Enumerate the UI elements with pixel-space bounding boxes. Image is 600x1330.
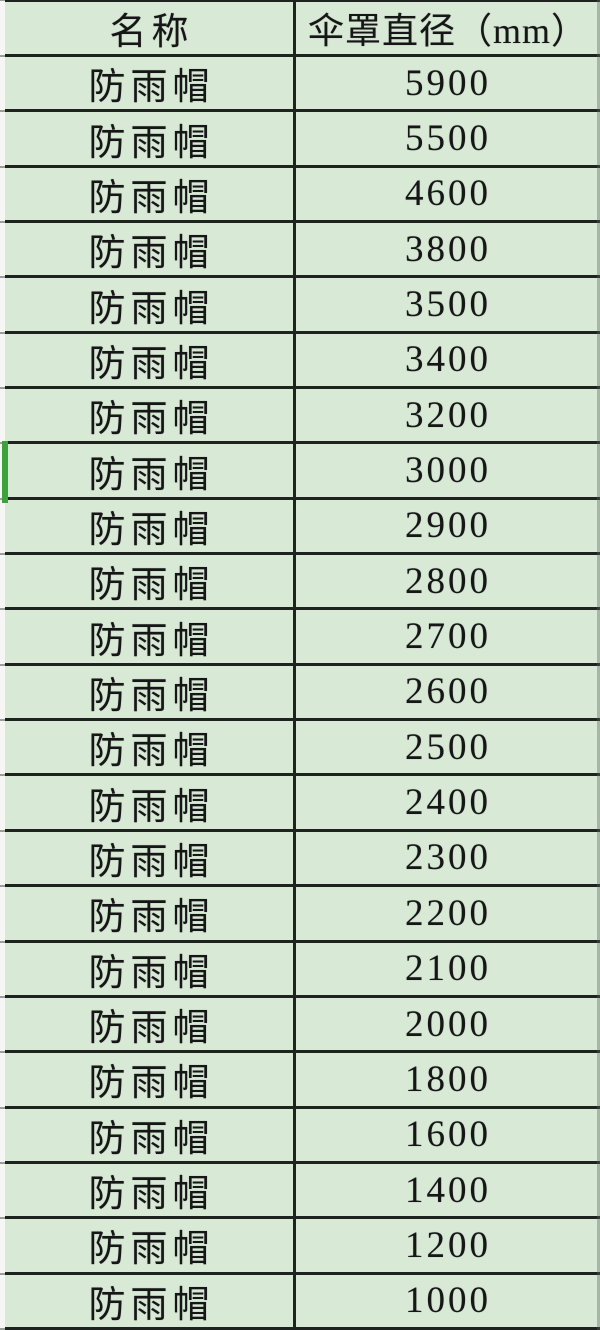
adjacent-column-sliver (0, 278, 5, 334)
cell-name[interactable]: 防雨帽 (5, 721, 296, 777)
cell-name[interactable]: 防雨帽 (5, 389, 296, 445)
cell-name[interactable]: 防雨帽 (5, 776, 296, 832)
table-row: 防雨帽 2700 (0, 610, 600, 666)
cell-name[interactable]: 防雨帽 (5, 223, 296, 279)
table-row: 防雨帽 1800 (0, 1053, 600, 1109)
table-row: 防雨帽 3400 (0, 333, 600, 390)
adjacent-column-sliver (0, 665, 5, 722)
cell-name[interactable]: 防雨帽 (5, 444, 296, 500)
adjacent-column-sliver (0, 1274, 5, 1330)
cell-value[interactable]: 5900 (296, 57, 600, 113)
adjacent-column-sliver (0, 57, 5, 113)
adjacent-column-sliver (0, 1163, 5, 1220)
table-row: 防雨帽 3800 (0, 223, 600, 279)
cell-value[interactable]: 2500 (296, 721, 600, 777)
table-row: 防雨帽 1400 (0, 1163, 600, 1220)
cell-name[interactable]: 防雨帽 (5, 665, 296, 722)
cell-name[interactable]: 防雨帽 (5, 1163, 296, 1220)
cell-name[interactable]: 防雨帽 (5, 499, 296, 556)
adjacent-column-sliver (0, 555, 5, 611)
active-cell-selection-border (2, 441, 8, 503)
cell-name[interactable]: 防雨帽 (5, 831, 296, 888)
adjacent-column-sliver (0, 610, 5, 666)
adjacent-column-sliver (0, 997, 5, 1054)
cell-value[interactable]: 2700 (296, 610, 600, 666)
cell-name[interactable]: 防雨帽 (5, 57, 296, 113)
adjacent-column-sliver (0, 1053, 5, 1109)
cell-value[interactable]: 3200 (296, 389, 600, 445)
cell-value[interactable]: 5500 (296, 112, 600, 168)
right-column-gridline (597, 0, 600, 1330)
table-row: 防雨帽 1000 (0, 1274, 600, 1330)
table-row: 防雨帽 3500 (0, 278, 600, 334)
cell-name[interactable]: 防雨帽 (5, 1108, 296, 1164)
table-row: 防雨帽 2400 (0, 776, 600, 832)
cell-name[interactable]: 防雨帽 (5, 278, 296, 334)
cell-name[interactable]: 防雨帽 (5, 112, 296, 168)
cell-name[interactable]: 防雨帽 (5, 1274, 296, 1330)
cell-name[interactable]: 防雨帽 (5, 1053, 296, 1109)
cell-value[interactable]: 1200 (296, 1219, 600, 1275)
adjacent-column-sliver (0, 499, 5, 556)
cell-name[interactable]: 防雨帽 (5, 942, 296, 998)
cell-value[interactable]: 3000 (296, 444, 600, 500)
adjacent-column-sliver (0, 0, 5, 57)
table-row: 防雨帽 2900 (0, 499, 600, 556)
cell-name[interactable]: 防雨帽 (5, 1219, 296, 1275)
cell-value[interactable]: 3800 (296, 223, 600, 279)
adjacent-column-sliver (0, 1219, 5, 1275)
cell-value[interactable]: 3500 (296, 278, 600, 334)
cell-value[interactable]: 2400 (296, 776, 600, 832)
table-row: 防雨帽 4600 (0, 167, 600, 224)
table-row: 防雨帽 3200 (0, 389, 600, 445)
adjacent-column-sliver (0, 223, 5, 279)
cell-value[interactable]: 2200 (296, 887, 600, 943)
cell-name[interactable]: 防雨帽 (5, 167, 296, 224)
cell-value[interactable]: 1600 (296, 1108, 600, 1164)
adjacent-column-sliver (0, 776, 5, 832)
adjacent-column-sliver (0, 333, 5, 390)
cell-name[interactable]: 防雨帽 (5, 610, 296, 666)
header-cell-diameter[interactable]: 伞罩直径（mm） (296, 0, 600, 57)
adjacent-column-sliver (0, 112, 5, 168)
adjacent-column-sliver (0, 831, 5, 888)
cell-name[interactable]: 防雨帽 (5, 997, 296, 1054)
header-cell-name[interactable]: 名称 (5, 0, 296, 57)
cell-value[interactable]: 4600 (296, 167, 600, 224)
table-row: 防雨帽 2800 (0, 555, 600, 611)
cell-value[interactable]: 3400 (296, 333, 600, 390)
cell-value[interactable]: 2900 (296, 499, 600, 556)
table-row-selected: 防雨帽 3000 (0, 444, 600, 500)
cell-value[interactable]: 2800 (296, 555, 600, 611)
adjacent-column-sliver (0, 721, 5, 777)
cell-value[interactable]: 1800 (296, 1053, 600, 1109)
table-row: 防雨帽 2300 (0, 831, 600, 888)
table-row: 防雨帽 2600 (0, 665, 600, 722)
cell-value[interactable]: 2300 (296, 831, 600, 888)
adjacent-column-sliver (0, 887, 5, 943)
cell-value[interactable]: 1400 (296, 1163, 600, 1220)
cell-value[interactable]: 1000 (296, 1274, 600, 1330)
cell-value[interactable]: 2000 (296, 997, 600, 1054)
adjacent-column-sliver (0, 942, 5, 998)
table-row: 防雨帽 2000 (0, 997, 600, 1054)
header-row: 名称 伞罩直径（mm） (0, 0, 600, 57)
table-row: 防雨帽 5900 (0, 57, 600, 113)
table-row: 防雨帽 1200 (0, 1219, 600, 1275)
cell-value[interactable]: 2600 (296, 665, 600, 722)
cell-name[interactable]: 防雨帽 (5, 887, 296, 943)
cell-name[interactable]: 防雨帽 (5, 333, 296, 390)
table-row: 防雨帽 5500 (0, 112, 600, 168)
cell-name[interactable]: 防雨帽 (5, 555, 296, 611)
adjacent-column-sliver (0, 1108, 5, 1164)
table-row: 防雨帽 2200 (0, 887, 600, 943)
table-row: 防雨帽 2100 (0, 942, 600, 998)
table-row: 防雨帽 1600 (0, 1108, 600, 1164)
adjacent-column-sliver (0, 167, 5, 224)
cell-value[interactable]: 2100 (296, 942, 600, 998)
table-row: 防雨帽 2500 (0, 721, 600, 777)
